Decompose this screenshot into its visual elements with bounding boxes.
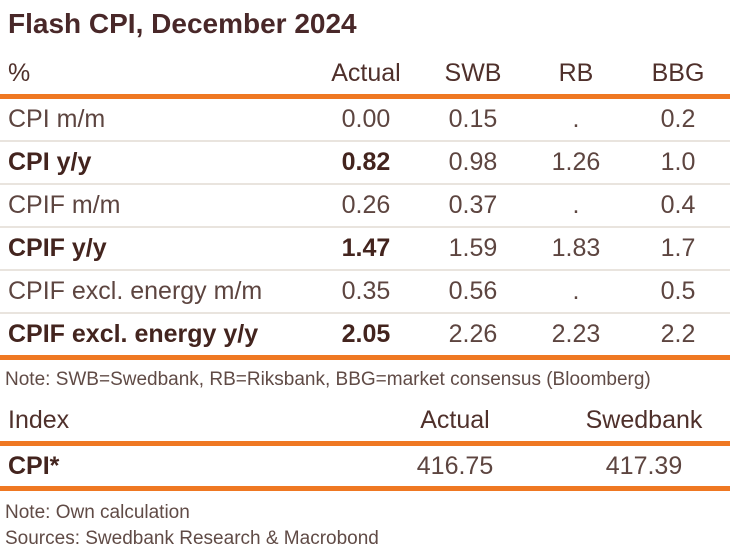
column-header-rb: RB xyxy=(526,50,626,99)
table-row: CPI m/m 0.00 0.15 . 0.2 xyxy=(0,96,730,142)
table-row: CPI* 416.75 417.39 xyxy=(0,443,730,491)
column-header-swb: SWB xyxy=(420,50,526,99)
cell-swedbank: 417.39 xyxy=(558,443,730,491)
cell-rb: . xyxy=(526,184,626,228)
header-row: % Actual SWB RB BBG xyxy=(0,50,730,99)
cell-label: CPIF y/y xyxy=(0,227,312,271)
cell-rb: 1.26 xyxy=(526,141,626,185)
cpi-forecast-table: % Actual SWB RB BBG CPI m/m 0.00 0.15 . … xyxy=(0,50,730,360)
cell-swb: 2.26 xyxy=(420,313,526,360)
page-title: Flash CPI, December 2024 xyxy=(8,8,357,39)
column-header-actual: Actual xyxy=(352,395,558,446)
column-header-unit: % xyxy=(0,50,312,99)
table-row: CPIF excl. energy m/m 0.35 0.56 . 0.5 xyxy=(0,270,730,314)
cell-swb: 0.56 xyxy=(420,270,526,314)
cell-rb: 1.83 xyxy=(526,227,626,271)
footer-sources: Sources: Swedbank Research & Macrobond xyxy=(5,528,379,548)
cell-label: CPIF m/m xyxy=(0,184,312,228)
cell-actual: 0.82 xyxy=(312,141,420,185)
cell-label: CPI* xyxy=(0,443,352,491)
cell-actual: 2.05 xyxy=(312,313,420,360)
note-abbreviations: Note: SWB=Swedbank, RB=Riksbank, BBG=mar… xyxy=(5,369,651,390)
cell-swb: 1.59 xyxy=(420,227,526,271)
cell-rb: 2.23 xyxy=(526,313,626,360)
header-row: Index Actual Swedbank xyxy=(0,395,730,446)
cell-label: CPI y/y xyxy=(0,141,312,185)
column-header-actual: Actual xyxy=(312,50,420,99)
cell-swb: 0.15 xyxy=(420,96,526,142)
cell-actual: 0.00 xyxy=(312,96,420,142)
table-row: CPIF y/y 1.47 1.59 1.83 1.7 xyxy=(0,227,730,271)
table-row: CPIF excl. energy y/y 2.05 2.26 2.23 2.2 xyxy=(0,313,730,360)
column-header-index: Index xyxy=(0,395,352,446)
cell-actual: 0.26 xyxy=(312,184,420,228)
cell-swb: 0.37 xyxy=(420,184,526,228)
table-row: CPI y/y 0.82 0.98 1.26 1.0 xyxy=(0,141,730,185)
cell-bbg: 1.0 xyxy=(626,141,730,185)
cell-bbg: 0.4 xyxy=(626,184,730,228)
cell-bbg: 1.7 xyxy=(626,227,730,271)
cell-bbg: 0.5 xyxy=(626,270,730,314)
cell-swb: 0.98 xyxy=(420,141,526,185)
cell-rb: . xyxy=(526,270,626,314)
table-row: CPIF m/m 0.26 0.37 . 0.4 xyxy=(0,184,730,228)
cell-bbg: 2.2 xyxy=(626,313,730,360)
cell-actual: 1.47 xyxy=(312,227,420,271)
cpi-index-table-header: Index Actual Swedbank xyxy=(0,395,730,446)
cell-label: CPI m/m xyxy=(0,96,312,142)
cpi-forecast-table-header: % Actual SWB RB BBG xyxy=(0,50,730,99)
cell-label: CPIF excl. energy m/m xyxy=(0,270,312,314)
cell-label: CPIF excl. energy y/y xyxy=(0,313,312,360)
column-header-swedbank: Swedbank xyxy=(558,395,730,446)
cell-rb: . xyxy=(526,96,626,142)
cell-bbg: 0.2 xyxy=(626,96,730,142)
cell-actual: 0.35 xyxy=(312,270,420,314)
cpi-index-table: Index Actual Swedbank CPI* 416.75 417.39 xyxy=(0,395,730,491)
footer-note: Note: Own calculation xyxy=(5,502,190,523)
column-header-bbg: BBG xyxy=(626,50,730,99)
footer: Note: Own calculation Sources: Swedbank … xyxy=(5,500,737,548)
cell-actual: 416.75 xyxy=(352,443,558,491)
